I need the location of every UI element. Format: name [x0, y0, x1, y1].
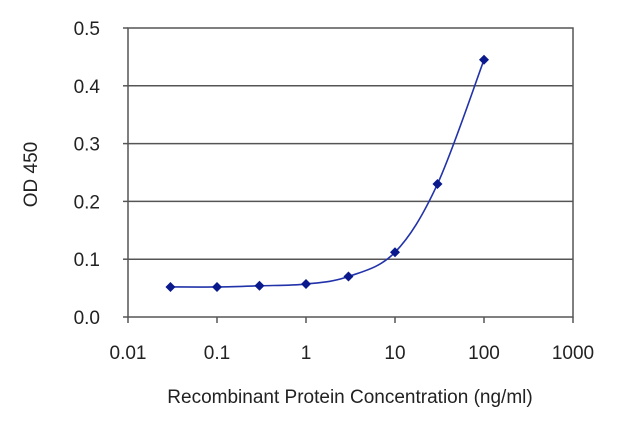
data-points	[165, 54, 489, 292]
data-point	[390, 247, 400, 258]
y-axis-title: OD 450	[21, 142, 42, 207]
series-line	[170, 59, 485, 288]
data-point	[432, 179, 443, 190]
x-tick-label: 0.1	[204, 343, 230, 364]
y-tick-label: 0.5	[74, 19, 100, 40]
x-axis-ticks: 0.01 0.1 1 10 100 1000	[110, 317, 594, 364]
x-tick-label: 100	[468, 343, 500, 364]
data-point	[165, 281, 176, 292]
y-axis-ticks: 0.0 0.1 0.2 0.3 0.4 0.5	[74, 19, 128, 329]
data-point	[301, 279, 311, 290]
plot-area-border	[127, 27, 574, 318]
data-point	[343, 271, 354, 282]
x-tick-label: 10	[384, 343, 405, 364]
grid-lines	[128, 85, 573, 260]
y-tick-label: 0.3	[74, 135, 100, 156]
data-point	[212, 281, 222, 292]
x-axis-title: Recombinant Protein Concentration (ng/ml…	[167, 387, 532, 408]
x-tick-label: 1000	[552, 343, 594, 364]
x-tick-label: 1	[301, 343, 312, 364]
y-tick-label: 0.4	[74, 77, 101, 98]
y-tick-label: 0.1	[74, 250, 100, 271]
data-point	[254, 280, 265, 291]
y-tick-label: 0.2	[74, 192, 100, 213]
data-point	[479, 54, 489, 65]
y-tick-label: 0.0	[74, 308, 100, 329]
x-tick-label: 0.01	[110, 343, 147, 364]
